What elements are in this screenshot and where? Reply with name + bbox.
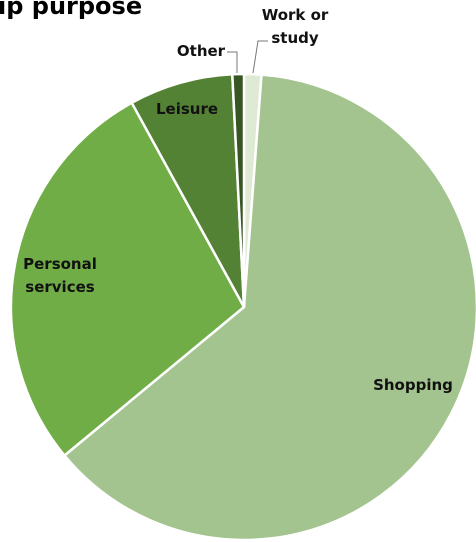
leader-line bbox=[227, 51, 238, 73]
slice-label: Personal services bbox=[23, 255, 97, 296]
slice-label: Shopping bbox=[373, 376, 453, 394]
slice-label: Other bbox=[176, 42, 226, 60]
pie-slice bbox=[130, 73, 246, 309]
chart-title: ip purpose bbox=[0, 0, 143, 20]
slice-label: Leisure bbox=[155, 100, 219, 118]
pie bbox=[9, 72, 476, 542]
leader-line bbox=[252, 40, 268, 74]
pie-slice bbox=[9, 101, 246, 457]
pie-slice bbox=[63, 73, 476, 542]
pie-slice bbox=[231, 72, 246, 309]
slice-label: Work or study bbox=[261, 6, 329, 47]
